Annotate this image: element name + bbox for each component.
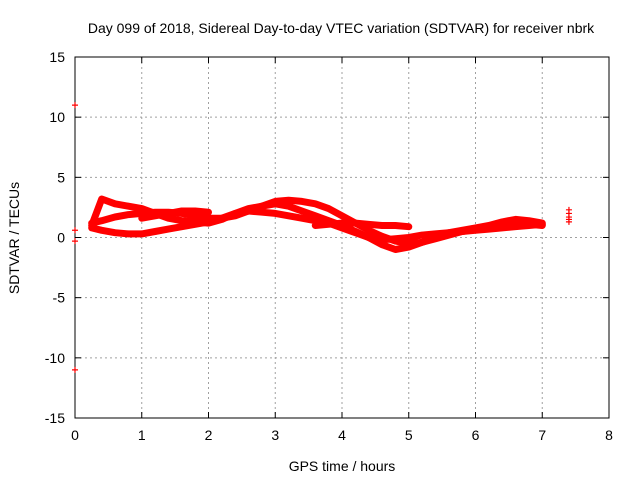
y-tick-label: 10 xyxy=(49,109,65,125)
data-point-track-d xyxy=(205,209,212,216)
x-tick-label: 1 xyxy=(138,427,146,443)
y-tick-label: -10 xyxy=(45,350,65,366)
data-point-isolated xyxy=(72,227,78,234)
data-point-track-a xyxy=(285,203,292,210)
x-tick-label: 3 xyxy=(271,427,279,443)
y-tick-label: -5 xyxy=(53,290,66,306)
data-point-track-b xyxy=(98,217,105,224)
data-point-track-c xyxy=(525,222,532,229)
data-point-track-c xyxy=(512,223,519,230)
data-point-track-c xyxy=(485,226,492,233)
y-tick-label: -15 xyxy=(45,410,65,426)
grid-lines xyxy=(75,57,609,418)
x-tick-label: 8 xyxy=(605,427,613,443)
data-point-track-c xyxy=(472,227,479,234)
x-tick-label: 7 xyxy=(538,427,546,443)
data-point-track-b xyxy=(258,203,265,210)
x-tick-label: 2 xyxy=(205,427,213,443)
chart-title: Day 099 of 2018, Sidereal Day-to-day VTE… xyxy=(88,20,595,36)
data-point-track-b xyxy=(125,211,132,218)
data-point-track-a xyxy=(98,195,105,202)
data-point-track-c xyxy=(112,229,119,236)
data-point-track-c xyxy=(152,228,159,235)
data-point-track-c xyxy=(392,235,399,242)
data-point-track-c xyxy=(272,210,279,217)
data-point-track-d xyxy=(325,221,332,228)
data-point-track-c xyxy=(379,236,386,243)
data-point-track-d xyxy=(178,208,185,215)
data-point-track-d xyxy=(138,215,145,222)
data-point-track-d xyxy=(392,222,399,229)
data-point-track-c xyxy=(258,209,265,216)
data-point-isolated xyxy=(565,206,572,213)
data-point-track-d xyxy=(339,220,345,227)
data-point-track-c xyxy=(432,230,439,237)
data-point-track-c xyxy=(125,230,132,237)
data-point-track-a xyxy=(178,217,185,224)
data-point-track-a xyxy=(125,203,132,210)
data-point-track-c xyxy=(445,229,452,236)
data-point-track-b xyxy=(419,239,426,246)
data-point-track-c xyxy=(499,224,506,231)
data-points xyxy=(72,102,572,373)
data-point-track-c xyxy=(165,226,172,233)
data-point-track-b xyxy=(285,197,292,204)
data-point-track-c xyxy=(192,221,199,228)
data-point-track-c xyxy=(285,212,292,219)
data-point-track-b xyxy=(325,205,332,212)
y-tick-label: 0 xyxy=(57,230,65,246)
data-point-track-c xyxy=(178,223,185,230)
data-point-track-c xyxy=(352,229,359,236)
data-point-track-c xyxy=(245,208,252,215)
data-point-track-c xyxy=(298,215,305,222)
x-tick-label: 5 xyxy=(405,427,413,443)
data-point-isolated xyxy=(72,238,78,245)
y-tick-label: 5 xyxy=(57,169,65,185)
axis-ticks xyxy=(74,56,610,419)
data-point-track-c xyxy=(88,224,95,231)
data-point-track-c xyxy=(98,227,105,234)
tick-labels: 0 1 2 3 4 5 6 7 8 -15 -10 -5 0 5 10 15 xyxy=(45,49,613,443)
data-point-track-c xyxy=(205,218,212,225)
y-tick-label: 15 xyxy=(49,49,65,65)
x-tick-label: 4 xyxy=(338,427,346,443)
data-point-track-c xyxy=(218,215,225,222)
x-tick-label: 6 xyxy=(472,427,480,443)
x-axis-label: GPS time / hours xyxy=(289,458,396,474)
data-point-track-d xyxy=(192,208,199,215)
data-point-track-c xyxy=(459,228,466,235)
data-point-track-d xyxy=(352,220,359,227)
data-point-isolated xyxy=(72,366,78,373)
data-point-track-d xyxy=(312,222,319,229)
data-point-track-b xyxy=(312,200,319,207)
data-point-track-d xyxy=(405,223,412,230)
data-point-track-a xyxy=(112,200,119,207)
data-point-isolated xyxy=(565,216,572,223)
data-point-track-c xyxy=(232,210,239,217)
data-point-track-b xyxy=(112,214,119,221)
data-point-track-a xyxy=(298,208,305,215)
data-point-track-a xyxy=(392,246,399,253)
data-point-track-d xyxy=(379,222,386,229)
y-axis-label: SDTVAR / TECUs xyxy=(6,182,22,294)
data-point-track-c xyxy=(539,221,546,228)
data-point-track-c xyxy=(419,232,426,239)
x-tick-label: 0 xyxy=(71,427,79,443)
data-point-track-c xyxy=(365,234,372,241)
data-point-track-b xyxy=(339,212,345,219)
data-point-track-b xyxy=(298,198,305,205)
data-point-track-d xyxy=(165,210,172,217)
data-point-track-c xyxy=(405,234,412,241)
data-point-track-d xyxy=(152,212,159,219)
data-point-track-c xyxy=(138,230,145,237)
data-point-isolated xyxy=(72,102,78,109)
data-point-track-d xyxy=(365,221,372,228)
data-point-track-b xyxy=(405,240,412,247)
data-point-track-b xyxy=(365,227,372,234)
data-point-track-b xyxy=(272,198,279,205)
